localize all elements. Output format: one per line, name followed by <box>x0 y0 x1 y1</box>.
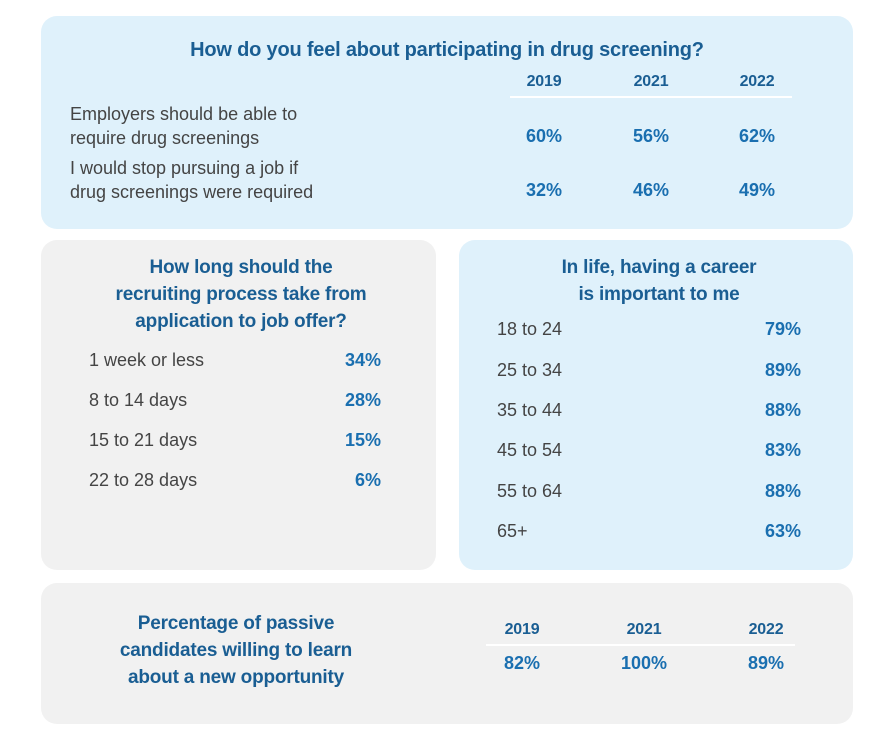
drug-screening-value: 49% <box>738 180 776 200</box>
recruiting-length-panel: How long should the recruiting process t… <box>41 240 436 570</box>
career-row-label: 65+ <box>497 521 528 541</box>
passive-value-2021: 100% <box>620 653 668 673</box>
recruiting-row-label: 22 to 28 days <box>89 470 198 490</box>
recruiting-row-label: 8 to 14 days <box>89 390 188 410</box>
passive-candidates-title: Percentage of passive candidates willing… <box>101 610 371 691</box>
drug-screening-row-label: I would stop pursuing a job if drug scre… <box>70 156 400 204</box>
drug-screening-year-2019: 2019 <box>526 73 562 90</box>
passive-value-2022: 89% <box>747 653 785 673</box>
recruiting-row-value: 6% <box>354 470 381 490</box>
career-row-label: 45 to 54 <box>497 440 563 460</box>
drug-screening-value: 46% <box>632 180 670 200</box>
career-importance-panel: In life, having a career is important to… <box>459 240 853 570</box>
drug-screening-panel: How do you feel about participating in d… <box>41 16 853 229</box>
drug-screening-value: 32% <box>525 180 563 200</box>
recruiting-row-label: 1 week or less <box>89 350 205 370</box>
row-label-line: I would stop pursuing a job if <box>70 158 299 178</box>
row-label-line: require drug screenings <box>70 128 260 148</box>
recruiting-length-title: How long should the recruiting process t… <box>81 254 401 335</box>
career-row-value: 79% <box>764 319 801 339</box>
career-row-label: 18 to 24 <box>497 319 563 339</box>
passive-year-2021: 2021 <box>626 621 662 638</box>
career-row-value: 88% <box>764 481 801 501</box>
career-row-value: 89% <box>764 360 801 380</box>
career-row-label: 55 to 64 <box>497 481 563 501</box>
career-row-value: 88% <box>764 400 801 420</box>
title-line: application to job offer? <box>135 311 347 332</box>
passive-candidates-panel: Percentage of passive candidates willing… <box>41 583 853 724</box>
career-row-label: 25 to 34 <box>497 360 563 380</box>
passive-value-2019: 82% <box>503 653 541 673</box>
passive-divider <box>486 644 795 646</box>
drug-screening-divider <box>510 96 792 98</box>
drug-screening-value: 62% <box>738 126 776 146</box>
passive-year-2022: 2022 <box>748 621 784 638</box>
drug-screening-year-2022: 2022 <box>739 73 775 90</box>
title-line: How long should the <box>149 257 333 278</box>
title-line: Percentage of passive <box>137 613 335 634</box>
recruiting-row-label: 15 to 21 days <box>89 430 198 450</box>
title-line: In life, having a career <box>561 257 757 278</box>
title-line: is important to me <box>578 284 740 305</box>
title-line: candidates willing to learn <box>119 640 353 661</box>
row-label-line: drug screenings were required <box>70 182 314 202</box>
career-row-value: 63% <box>764 521 801 541</box>
recruiting-row-value: 28% <box>344 390 381 410</box>
drug-screening-title: How do you feel about participating in d… <box>190 39 704 61</box>
drug-screening-year-2021: 2021 <box>633 73 669 90</box>
drug-screening-value: 56% <box>632 126 670 146</box>
drug-screening-row-label: Employers should be able to require drug… <box>70 102 400 150</box>
passive-year-2019: 2019 <box>504 621 540 638</box>
career-row-label: 35 to 44 <box>497 400 563 420</box>
title-line: about a new opportunity <box>128 667 344 688</box>
drug-screening-value: 60% <box>525 126 563 146</box>
career-row-value: 83% <box>764 440 801 460</box>
recruiting-row-value: 15% <box>344 430 381 450</box>
row-label-line: Employers should be able to <box>70 104 298 124</box>
recruiting-row-value: 34% <box>344 350 381 370</box>
title-line: recruiting process take from <box>115 284 367 305</box>
career-importance-title: In life, having a career is important to… <box>499 254 819 308</box>
